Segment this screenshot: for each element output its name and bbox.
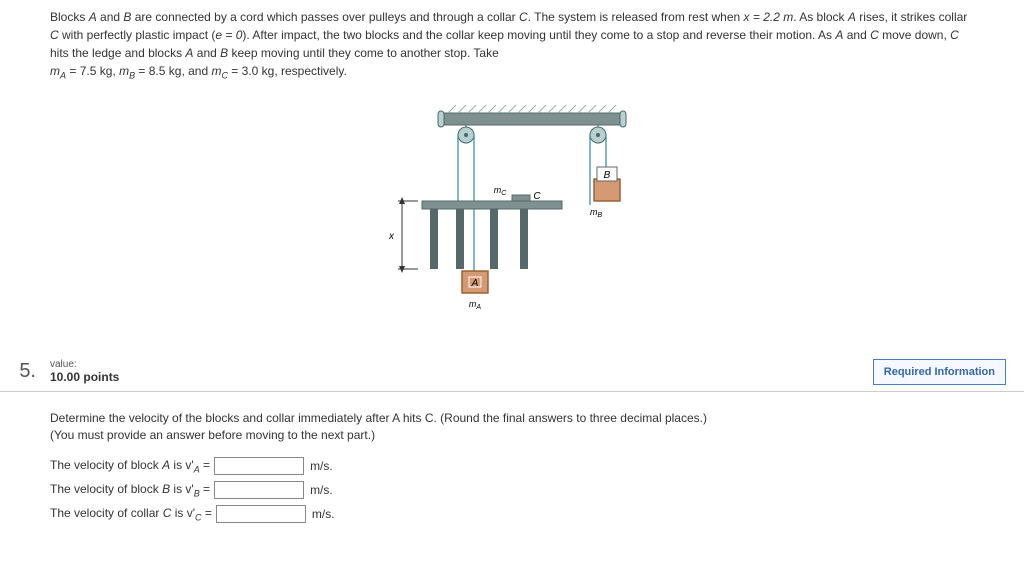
- t: e = 0: [215, 28, 242, 42]
- t: (You must provide an answer before movin…: [50, 428, 375, 442]
- t: A: [162, 458, 170, 472]
- t: The velocity of collar: [50, 506, 163, 520]
- label-mC: mC: [494, 185, 508, 197]
- t: hits the ledge and blocks: [50, 46, 185, 60]
- t: rises, it strikes collar: [856, 10, 967, 24]
- t: = 7.5 kg,: [66, 64, 119, 78]
- t: and: [843, 28, 870, 42]
- question-number: 5.: [8, 360, 42, 383]
- t: =: [202, 506, 212, 520]
- t: are connected by a cord which passes ove…: [131, 10, 519, 24]
- question-header: 5. value: 10.00 points Required Informat…: [0, 353, 1024, 392]
- t: m: [211, 64, 221, 78]
- t: = 3.0 kg, respectively.: [228, 64, 347, 78]
- label-mA: mA: [469, 299, 482, 311]
- label-x: x: [388, 231, 395, 242]
- value-block: value: 10.00 points: [42, 359, 873, 384]
- problem-statement: Blocks A and B are connected by a cord w…: [0, 0, 1024, 353]
- label-mB: mB: [590, 207, 603, 219]
- t: is v': [170, 482, 194, 496]
- figure: A mA B mB mC C x: [50, 83, 974, 341]
- answer-row-A: The velocity of block A is v'A = m/s.: [50, 457, 974, 475]
- label-A: A: [471, 278, 479, 289]
- t: = 8.5 kg, and: [135, 64, 211, 78]
- velocity-C-input[interactable]: [216, 505, 306, 523]
- question-instruction: Determine the velocity of the blocks and…: [50, 410, 974, 444]
- required-information-badge: Required Information: [873, 359, 1006, 385]
- t: move down,: [879, 28, 950, 42]
- t: C: [50, 28, 59, 42]
- answer-row-C: The velocity of collar C is v'C = m/s.: [50, 505, 974, 523]
- t: ). After impact, the two blocks and the …: [242, 28, 835, 42]
- figure-svg: A mA B mB mC C x: [372, 101, 652, 331]
- unit: m/s.: [312, 507, 335, 521]
- t: B: [162, 482, 170, 496]
- t: The velocity of block: [50, 458, 162, 472]
- t: and: [97, 10, 124, 24]
- t: Determine the velocity of the blocks and…: [50, 411, 707, 425]
- answer-label-B: The velocity of block B is v'B =: [50, 482, 210, 498]
- t: Blocks: [50, 10, 89, 24]
- label-B: B: [604, 170, 611, 181]
- t: =: [200, 458, 210, 472]
- velocity-A-input[interactable]: [214, 457, 304, 475]
- t: is v': [171, 506, 195, 520]
- answer-label-A: The velocity of block A is v'A =: [50, 458, 210, 474]
- t: with perfectly plastic impact (: [59, 28, 216, 42]
- t: C: [950, 28, 959, 42]
- t: C: [870, 28, 879, 42]
- unit: m/s.: [310, 483, 333, 497]
- answer-row-B: The velocity of block B is v'B = m/s.: [50, 481, 974, 499]
- t: keep moving until they come to another s…: [228, 46, 499, 60]
- problem-text: Blocks A and B are connected by a cord w…: [50, 8, 974, 83]
- t: x = 2.2 m: [744, 10, 794, 24]
- t: is v': [170, 458, 194, 472]
- value-label: value:: [50, 359, 873, 370]
- t: m: [119, 64, 129, 78]
- t: m: [50, 64, 60, 78]
- t: The velocity of block: [50, 482, 162, 496]
- t: . As block: [793, 10, 848, 24]
- label-C: C: [533, 191, 541, 202]
- t: and: [193, 46, 220, 60]
- question-body: Determine the velocity of the blocks and…: [0, 392, 1024, 548]
- t: . The system is released from rest when: [528, 10, 744, 24]
- value-points: 10.00 points: [50, 370, 873, 384]
- answer-label-C: The velocity of collar C is v'C =: [50, 506, 212, 522]
- t: B: [220, 46, 228, 60]
- unit: m/s.: [310, 459, 333, 473]
- velocity-B-input[interactable]: [214, 481, 304, 499]
- t: =: [200, 482, 210, 496]
- t: A: [848, 10, 856, 24]
- t: C: [519, 10, 528, 24]
- t: A: [89, 10, 97, 24]
